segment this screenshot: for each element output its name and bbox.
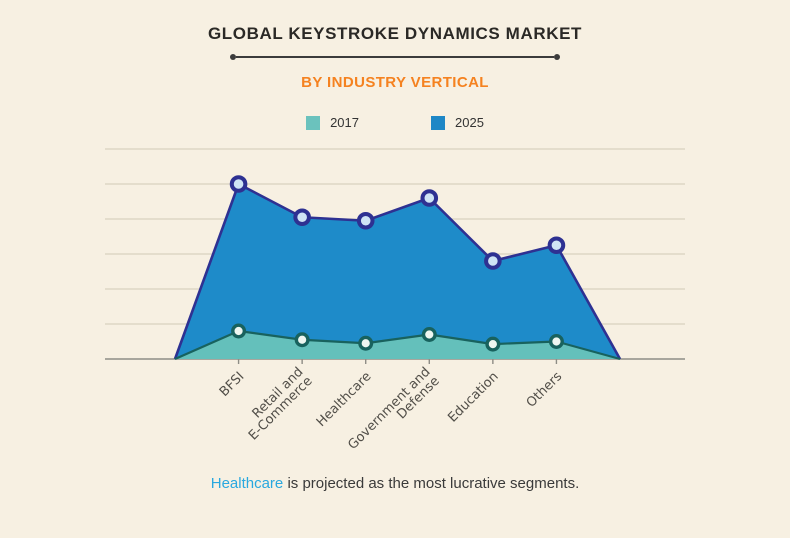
marker-2017-Healthcare bbox=[358, 335, 374, 351]
marker-2025-Retail and bbox=[293, 208, 311, 227]
marker-2017-Others bbox=[548, 333, 564, 349]
area-2025 bbox=[175, 184, 620, 359]
legend-swatch-2025 bbox=[431, 115, 445, 130]
page-subtitle: BY INDUSTRY VERTICAL bbox=[301, 74, 489, 91]
underline-right-dot bbox=[554, 54, 560, 60]
marker-2025-Healthcare bbox=[356, 211, 375, 230]
footer-text: is projected as the most lucrative segme… bbox=[283, 475, 580, 492]
legend-item-2017: 2017 bbox=[306, 115, 359, 130]
legend-swatch-2017 bbox=[306, 115, 321, 130]
marker-2025-Government and bbox=[420, 189, 439, 207]
x-axis-label: BFSI bbox=[217, 369, 248, 400]
x-axis-label: Others bbox=[524, 369, 566, 411]
legend-label: 2017 bbox=[330, 115, 359, 130]
area-chart: BFSI Retail andE-Commerce Healthcare Govern… bbox=[105, 144, 685, 469]
chart-legend: 2017 2025 bbox=[306, 115, 484, 130]
page-title: GLOBAL KEYSTROKE DYNAMICS MARKET bbox=[207, 24, 582, 43]
marker-2017-BFSI bbox=[231, 323, 247, 339]
chart-svg: BFSI Retail andE-CommerceHealthcareGovern… bbox=[105, 148, 685, 453]
underline-left-dot bbox=[230, 54, 236, 60]
footer-highlight: Healthcare bbox=[210, 475, 284, 492]
legend-label: 2025 bbox=[455, 115, 484, 130]
marker-2025-Education bbox=[484, 252, 502, 270]
area-outline-2025 bbox=[173, 182, 622, 360]
title-underline bbox=[230, 54, 560, 60]
marker-2025-Others bbox=[547, 236, 566, 255]
legend-item-2025: 2025 bbox=[431, 115, 484, 130]
marker-2017-Education bbox=[485, 336, 501, 352]
marker-2017-Government and bbox=[421, 326, 437, 342]
marker-2025-BFSI bbox=[229, 175, 248, 193]
marker-2017-Retail and bbox=[294, 332, 310, 348]
footer-note: Healthcare is projected as the most lucr… bbox=[211, 475, 580, 492]
x-axis-label: Retail andE-Commerce bbox=[237, 365, 316, 444]
x-axis-label: Education bbox=[445, 369, 501, 425]
area-outline-2017 bbox=[174, 329, 621, 361]
underline-line bbox=[236, 56, 554, 58]
